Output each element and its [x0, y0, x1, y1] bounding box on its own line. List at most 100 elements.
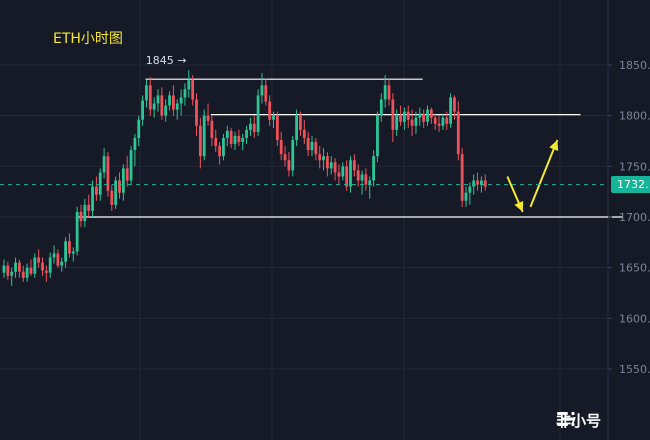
candle-body — [160, 95, 164, 116]
candle-body — [422, 113, 426, 122]
candle — [187, 70, 191, 98]
candle — [214, 129, 218, 153]
y-tick-label: 1750. — [619, 160, 650, 173]
candle — [426, 105, 429, 126]
candle — [252, 115, 256, 138]
candle — [422, 109, 426, 128]
candle-body — [406, 111, 410, 120]
candle-body — [345, 166, 349, 187]
candle — [83, 198, 87, 228]
candle-body — [391, 99, 395, 130]
candle-body — [168, 95, 171, 106]
candle — [48, 252, 52, 278]
candle-body — [60, 261, 64, 266]
candle-body — [476, 180, 479, 185]
candle-body — [314, 142, 318, 155]
candle — [410, 109, 414, 136]
candle-body — [387, 85, 391, 100]
candle — [56, 249, 60, 268]
candle — [160, 87, 164, 120]
y-axis-ticks: 1850. 1800. 1750. 1700. 1650. 1600. 1550. — [608, 59, 650, 376]
candle — [14, 257, 17, 278]
candle — [464, 186, 468, 207]
candle — [383, 75, 387, 108]
candle-body — [287, 160, 291, 171]
candle-body — [148, 85, 152, 110]
candle — [18, 259, 21, 278]
candle — [310, 135, 314, 157]
candle — [60, 257, 64, 272]
candle — [322, 148, 325, 171]
candle-body — [29, 267, 33, 274]
candle-body — [256, 95, 260, 132]
projection-arrows — [506, 139, 559, 213]
candle-body — [241, 137, 245, 143]
y-tick-label: 1700. — [619, 211, 650, 224]
candle — [229, 127, 233, 149]
candle-body — [52, 253, 56, 258]
candle-body — [98, 172, 102, 195]
candle — [318, 146, 322, 169]
candle-body — [110, 190, 114, 205]
candle-body — [376, 115, 379, 157]
candle — [87, 194, 91, 217]
candle — [314, 137, 318, 161]
candle — [183, 83, 187, 106]
candle — [460, 148, 464, 207]
candle — [299, 111, 302, 136]
candle-body — [25, 267, 29, 278]
candle-body — [368, 180, 372, 185]
candle — [329, 156, 333, 175]
candle — [433, 113, 437, 130]
candle-body — [56, 253, 60, 266]
candle — [10, 267, 14, 286]
candle-body — [133, 137, 137, 151]
candle — [129, 146, 133, 185]
candle-body — [91, 186, 94, 211]
candle-body — [333, 162, 337, 173]
candle-body — [68, 241, 71, 254]
candle — [52, 245, 56, 264]
candle-body — [156, 95, 160, 104]
candle-body — [37, 257, 41, 263]
candle — [406, 105, 410, 128]
candle — [44, 265, 48, 282]
candle — [195, 93, 198, 136]
candle — [102, 148, 106, 179]
candle — [356, 164, 360, 187]
candle-body — [222, 137, 225, 157]
candle — [133, 133, 137, 167]
candle-body — [299, 115, 302, 130]
candle — [68, 233, 71, 258]
candle — [21, 265, 25, 282]
candle-body — [21, 271, 25, 278]
projection-arrow — [529, 139, 559, 208]
candle-body — [225, 130, 229, 138]
y-tick-label: 1600. — [619, 312, 650, 325]
candle — [41, 257, 44, 276]
candle-body — [79, 211, 83, 222]
candle-body — [202, 115, 206, 157]
candle-body — [383, 85, 387, 100]
candle-body — [302, 129, 306, 138]
candle — [98, 168, 102, 201]
candle — [333, 158, 337, 181]
candle — [25, 263, 29, 282]
candle-body — [183, 89, 187, 98]
candle-body — [403, 111, 406, 122]
candle — [395, 109, 399, 136]
candle-body — [322, 156, 325, 161]
candle — [210, 115, 214, 147]
candle — [272, 111, 275, 128]
candle-body — [210, 120, 214, 138]
candle — [483, 174, 487, 191]
candle-body — [445, 117, 449, 124]
candle-body — [283, 154, 287, 161]
candle — [64, 237, 67, 268]
candle-body — [472, 180, 476, 187]
candle — [175, 99, 179, 120]
candle — [391, 93, 395, 143]
candle — [148, 77, 152, 116]
candle — [326, 152, 329, 177]
